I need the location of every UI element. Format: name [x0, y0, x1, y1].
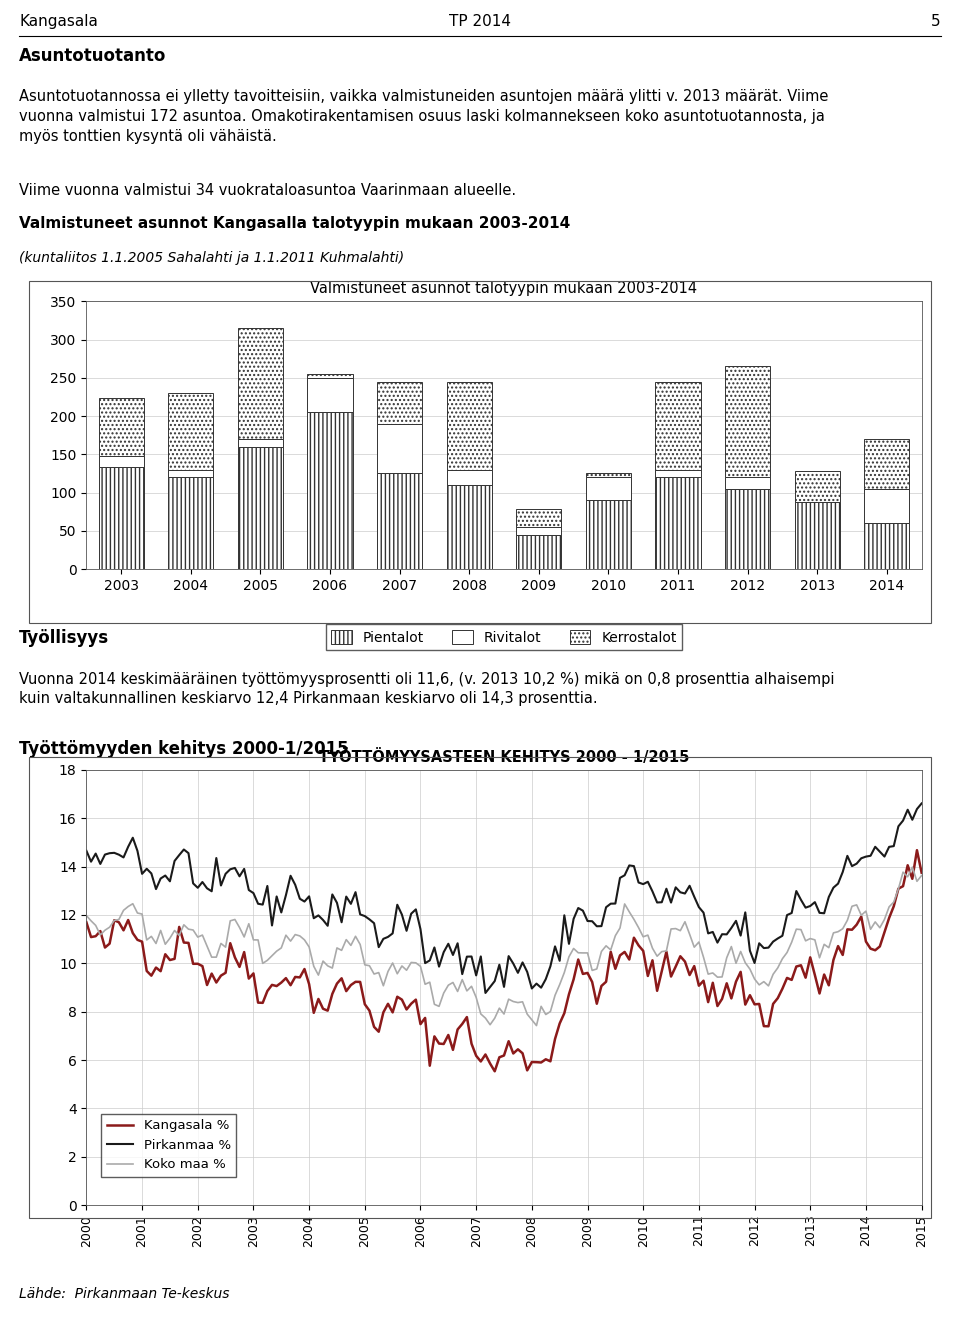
Title: Valmistuneet asunnot talotyypin mukaan 2003-2014: Valmistuneet asunnot talotyypin mukaan 2…	[310, 281, 698, 296]
Pirkanmaa %	[81, 842, 92, 858]
Legend: Kangasala %, Pirkanmaa %, Koko maa %: Kangasala %, Pirkanmaa %, Koko maa %	[102, 1114, 236, 1177]
Bar	[238, 447, 283, 569]
Bar	[377, 382, 422, 423]
Bar	[795, 502, 840, 569]
Bar	[238, 439, 283, 447]
Bar	[307, 412, 352, 569]
Text: (kuntaliitos 1.1.2005 Sahalahti ja 1.1.2011 Kuhmalahti): (kuntaliitos 1.1.2005 Sahalahti ja 1.1.2…	[19, 250, 404, 265]
Bar	[168, 477, 213, 569]
Kangasala %	[484, 1055, 495, 1071]
Text: Lähde:  Pirkanmaan Te-keskus: Lähde: Pirkanmaan Te-keskus	[19, 1287, 229, 1300]
Pirkanmaa %	[205, 884, 217, 900]
Line: Koko maa %: Koko maa %	[86, 868, 922, 1026]
Title: TYÖTTÖMYYSASTEEN KEHITYS 2000 - 1/2015: TYÖTTÖMYYSASTEEN KEHITYS 2000 - 1/2015	[319, 749, 689, 765]
Bar	[725, 477, 770, 489]
Legend: Pientalot, Rivitalot, Kerrostalot: Pientalot, Rivitalot, Kerrostalot	[325, 624, 683, 651]
Bar	[516, 528, 562, 534]
Pirkanmaa %	[916, 795, 927, 811]
Kangasala %	[911, 842, 923, 858]
Pirkanmaa %	[313, 908, 324, 924]
Bar	[586, 501, 631, 569]
Pirkanmaa %	[150, 881, 161, 897]
Text: Vuonna 2014 keskimääräinen työttömyysprosentti oli 11,6, (v. 2013 10,2 %) mikä o: Vuonna 2014 keskimääräinen työttömyyspro…	[19, 671, 834, 706]
Text: Asuntotuotannossa ei ylletty tavoitteisiin, vaikka valmistuneiden asuntojen määr: Asuntotuotannossa ei ylletty tavoitteisi…	[19, 88, 828, 143]
Bar	[446, 470, 492, 485]
Kangasala %	[81, 915, 92, 931]
Bar	[725, 489, 770, 569]
Pirkanmaa %	[489, 973, 500, 990]
Text: Asuntotuotanto: Asuntotuotanto	[19, 47, 167, 64]
Text: Viime vuonna valmistui 34 vuokrataloasuntoa Vaarinmaan alueelle.: Viime vuonna valmistui 34 vuokrataloasun…	[19, 182, 516, 198]
Kangasala %	[205, 965, 217, 981]
Koko maa %	[531, 1018, 542, 1034]
Kangasala %	[777, 980, 788, 996]
Bar	[864, 524, 909, 569]
Bar	[864, 439, 909, 489]
Bar	[656, 470, 701, 477]
Text: TP 2014: TP 2014	[449, 13, 511, 29]
Text: 5: 5	[931, 13, 941, 29]
Bar	[586, 477, 631, 501]
Bar	[99, 467, 144, 569]
Bar	[586, 474, 631, 477]
Line: Kangasala %: Kangasala %	[86, 850, 922, 1071]
Koko maa %	[484, 1016, 495, 1032]
Bar	[446, 485, 492, 569]
Bar	[307, 374, 352, 378]
Bar	[516, 534, 562, 569]
Koko maa %	[205, 949, 217, 965]
Pirkanmaa %	[777, 928, 788, 944]
Koko maa %	[480, 1010, 492, 1026]
Pirkanmaa %	[484, 979, 495, 995]
Koko maa %	[906, 860, 918, 876]
Bar	[516, 509, 562, 528]
Bar	[99, 455, 144, 467]
Bar	[307, 378, 352, 412]
Kangasala %	[150, 960, 161, 976]
Kangasala %	[916, 865, 927, 881]
Bar	[238, 328, 283, 439]
Text: Kangasala: Kangasala	[19, 13, 98, 29]
Bar	[725, 367, 770, 477]
Koko maa %	[81, 908, 92, 924]
Kangasala %	[480, 1047, 492, 1063]
Bar	[656, 477, 701, 569]
Bar	[864, 489, 909, 524]
Bar	[795, 471, 840, 502]
Bar	[656, 382, 701, 470]
Bar	[168, 470, 213, 477]
Koko maa %	[777, 951, 788, 967]
Pirkanmaa %	[480, 986, 492, 1002]
Text: Valmistuneet asunnot Kangasalla talotyypin mukaan 2003-2014: Valmistuneet asunnot Kangasalla talotyyp…	[19, 216, 570, 230]
Bar	[377, 474, 422, 569]
Bar	[446, 382, 492, 470]
Bar	[99, 399, 144, 455]
Text: Työllisyys: Työllisyys	[19, 629, 109, 647]
Text: Työttömyyden kehitys 2000-1/2015: Työttömyyden kehitys 2000-1/2015	[19, 740, 348, 758]
Koko maa %	[916, 868, 927, 884]
Bar	[377, 423, 422, 474]
Koko maa %	[313, 967, 324, 983]
Line: Pirkanmaa %: Pirkanmaa %	[86, 803, 922, 994]
Bar	[168, 394, 213, 470]
Kangasala %	[313, 991, 324, 1007]
Kangasala %	[489, 1063, 500, 1079]
Koko maa %	[150, 936, 161, 952]
